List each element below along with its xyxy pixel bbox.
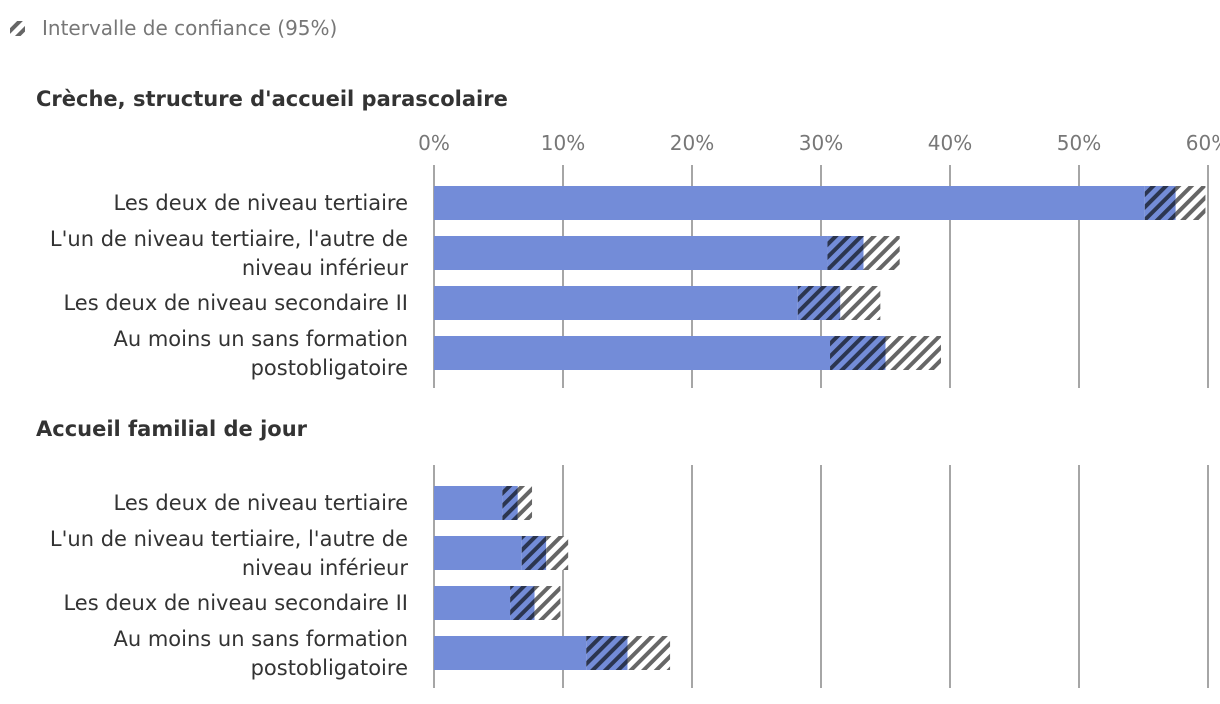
ci-upper-band (840, 286, 881, 320)
ci-upper-band (863, 236, 900, 270)
category-label: Au moins un sans formation (113, 627, 408, 651)
bar (434, 286, 798, 320)
ci-upper-band (534, 586, 561, 620)
category-label: Les deux de niveau secondaire II (63, 291, 408, 315)
category-label: Les deux de niveau tertiaire (114, 491, 408, 515)
panel-title: Accueil familial de jour (36, 417, 308, 441)
ci-upper-band (627, 636, 671, 670)
ci-lower-band (827, 236, 864, 270)
x-tick-label: 10% (541, 131, 585, 155)
x-tick-label: 20% (670, 131, 714, 155)
panel-title: Crèche, structure d'accueil parascolaire (36, 87, 508, 111)
bar (434, 536, 522, 570)
category-label: postobligatoire (251, 356, 408, 380)
category-label: niveau inférieur (242, 556, 409, 580)
ci-lower-band (797, 286, 841, 320)
category-label: Les deux de niveau tertiaire (114, 191, 408, 215)
legend-label: Intervalle de confiance (95%) (42, 16, 337, 40)
ci-lower-band (586, 636, 628, 670)
chart-panel-2: Accueil familial de jour Les deux de nive… (36, 417, 1209, 688)
category-label: niveau inférieur (242, 256, 409, 280)
ci-lower-band (502, 486, 518, 520)
chart-panel-1: Crèche, structure d'accueil parascolaire… (36, 87, 1220, 388)
ci-upper-band (517, 486, 533, 520)
ci-upper-band (885, 336, 941, 370)
bar (434, 636, 587, 670)
x-tick-label: 40% (928, 131, 972, 155)
bar (434, 486, 503, 520)
bar (434, 586, 511, 620)
bar (434, 336, 831, 370)
legend: Intervalle de confiance (95%) (10, 16, 337, 40)
bar (434, 236, 828, 270)
x-tick-label: 30% (799, 131, 843, 155)
ci-upper-band (546, 536, 569, 570)
category-label: L'un de niveau tertiaire, l'autre de (50, 227, 408, 251)
category-label: postobligatoire (251, 656, 408, 680)
ci-lower-band (1144, 186, 1176, 220)
x-tick-label: 50% (1057, 131, 1101, 155)
x-tick-label: 0% (418, 131, 450, 155)
category-label: Au moins un sans formation (113, 327, 408, 351)
ci-lower-band (830, 336, 886, 370)
category-label: L'un de niveau tertiaire, l'autre de (50, 527, 408, 551)
category-label: Les deux de niveau secondaire II (63, 591, 408, 615)
ci-lower-band (510, 586, 535, 620)
ci-lower-band (521, 536, 547, 570)
ci-upper-band (1175, 186, 1206, 220)
hatched-square-icon (10, 21, 25, 36)
bar (434, 186, 1145, 220)
x-tick-label: 60% (1186, 131, 1220, 155)
